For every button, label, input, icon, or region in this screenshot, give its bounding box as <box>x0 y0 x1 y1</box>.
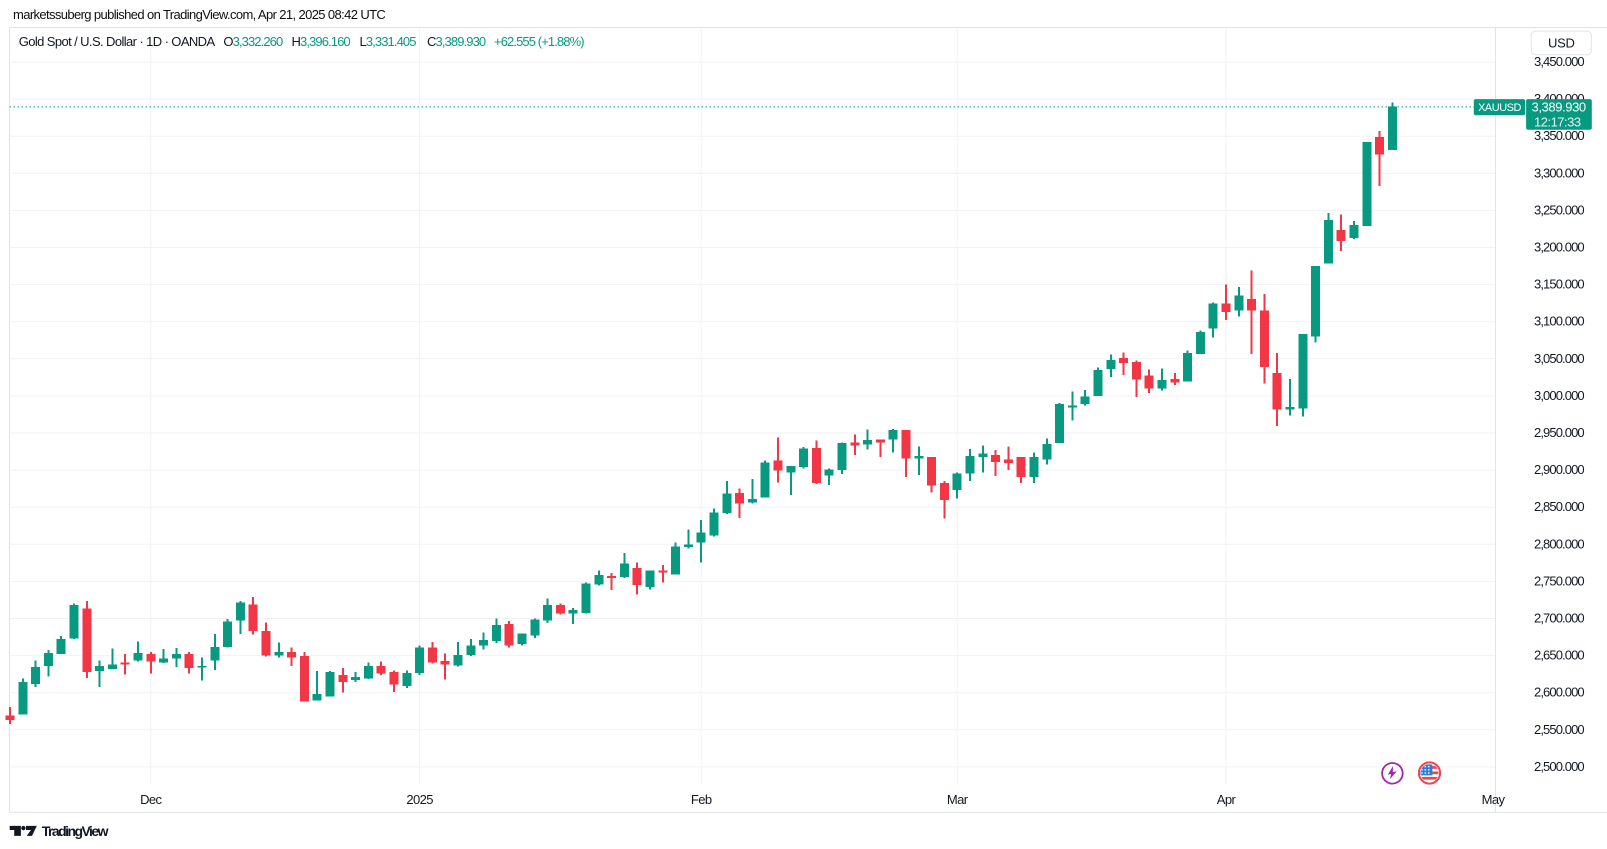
svg-text:3,200.000: 3,200.000 <box>1534 240 1584 255</box>
svg-text:2,800.000: 2,800.000 <box>1534 536 1584 551</box>
svg-text:Feb: Feb <box>691 792 712 807</box>
svg-text:USD: USD <box>1548 36 1575 51</box>
svg-text:L3,331.405: L3,331.405 <box>360 34 417 49</box>
svg-text:3,300.000: 3,300.000 <box>1534 165 1584 180</box>
svg-text:2025: 2025 <box>406 792 433 807</box>
svg-text:+62.555 (+1.88%): +62.555 (+1.88%) <box>494 34 584 49</box>
svg-text:2,650.000: 2,650.000 <box>1534 648 1584 663</box>
svg-text:C3,389.930: C3,389.930 <box>427 34 486 49</box>
svg-text:2,850.000: 2,850.000 <box>1534 499 1584 514</box>
svg-text:2,700.000: 2,700.000 <box>1534 611 1584 626</box>
svg-text:3,050.000: 3,050.000 <box>1534 351 1584 366</box>
svg-text:3,000.000: 3,000.000 <box>1534 388 1584 403</box>
svg-text:Gold Spot / U.S. Dollar · 1D ·: Gold Spot / U.S. Dollar · 1D · OANDA <box>19 34 216 49</box>
svg-text:3,100.000: 3,100.000 <box>1534 314 1584 329</box>
svg-text:Mar: Mar <box>947 792 969 807</box>
svg-text:3,450.000: 3,450.000 <box>1534 54 1584 69</box>
svg-text:H3,396.160: H3,396.160 <box>292 34 351 49</box>
svg-text:12:17:33: 12:17:33 <box>1534 114 1581 129</box>
svg-text:2,900.000: 2,900.000 <box>1534 462 1584 477</box>
svg-text:2,550.000: 2,550.000 <box>1534 722 1584 737</box>
svg-text:3,150.000: 3,150.000 <box>1534 277 1584 292</box>
svg-text:2,600.000: 2,600.000 <box>1534 685 1584 700</box>
svg-text:May: May <box>1482 792 1506 807</box>
svg-text:marketssuberg published on Tra: marketssuberg published on TradingView.c… <box>13 7 385 22</box>
svg-text:3,250.000: 3,250.000 <box>1534 202 1584 217</box>
svg-text:2,500.000: 2,500.000 <box>1534 759 1584 774</box>
svg-text:2,750.000: 2,750.000 <box>1534 573 1584 588</box>
svg-text:O3,332.260: O3,332.260 <box>223 34 283 49</box>
svg-text:2,950.000: 2,950.000 <box>1534 425 1584 440</box>
svg-text:Dec: Dec <box>140 792 162 807</box>
svg-text:TradingView: TradingView <box>42 823 109 839</box>
svg-text:Apr: Apr <box>1217 792 1237 807</box>
svg-text:3,350.000: 3,350.000 <box>1534 128 1584 143</box>
svg-text:3,389.930: 3,389.930 <box>1532 100 1586 115</box>
svg-text:XAUUSD: XAUUSD <box>1478 102 1521 114</box>
